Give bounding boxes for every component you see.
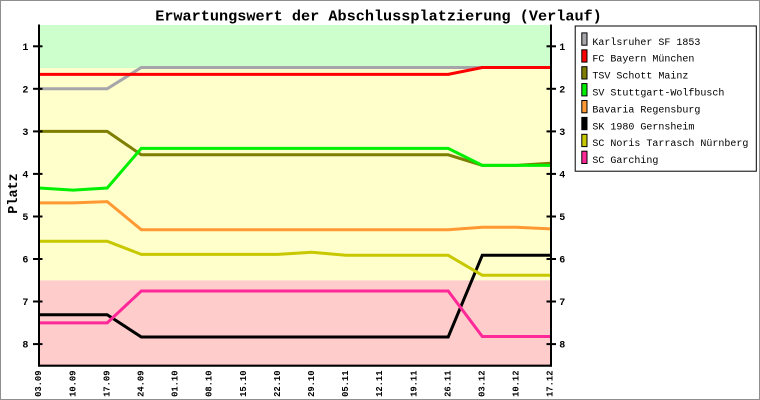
svg-text:4: 4 [22,171,28,182]
svg-text:29.10: 29.10 [307,371,317,397]
svg-text:4: 4 [559,171,565,182]
svg-text:Platz: Platz [7,173,22,214]
svg-text:22.10: 22.10 [273,371,283,397]
svg-text:10.09: 10.09 [68,371,78,397]
svg-text:05.11: 05.11 [341,371,351,397]
svg-text:SC Noris Tarrasch Nürnberg: SC Noris Tarrasch Nürnberg [592,138,748,150]
svg-text:17.12: 17.12 [546,371,556,397]
svg-text:17.09: 17.09 [102,371,112,397]
svg-text:5: 5 [559,213,565,224]
svg-text:12.11: 12.11 [375,371,385,397]
svg-text:26.11: 26.11 [443,371,453,397]
svg-text:19.11: 19.11 [409,371,419,397]
svg-text:1: 1 [559,43,565,54]
svg-text:24.09: 24.09 [137,371,147,397]
svg-text:7: 7 [559,298,565,309]
svg-text:Karlsruher SF 1853: Karlsruher SF 1853 [592,37,700,49]
svg-text:2: 2 [559,85,565,96]
svg-text:5: 5 [22,213,28,224]
svg-text:01.10: 01.10 [171,371,181,397]
svg-text:10.12: 10.12 [512,371,522,397]
svg-text:15.10: 15.10 [239,371,249,397]
svg-text:Erwartungswert der Abschlusspl: Erwartungswert der Abschlussplatzierung … [155,8,602,26]
svg-text:3: 3 [22,128,28,139]
svg-text:6: 6 [559,256,565,267]
svg-text:Bavaria Regensburg: Bavaria Regensburg [592,104,700,116]
svg-text:03.12: 03.12 [478,371,488,397]
svg-text:TSV Schott Mainz: TSV Schott Mainz [592,71,688,83]
svg-text:8: 8 [22,341,28,352]
svg-text:8: 8 [559,341,565,352]
svg-text:1: 1 [22,43,28,54]
svg-text:SC Garching: SC Garching [592,155,658,167]
svg-text:6: 6 [22,256,28,267]
svg-text:2: 2 [22,85,28,96]
svg-text:FC Bayern München: FC Bayern München [592,54,694,66]
svg-text:3: 3 [559,128,565,139]
svg-text:SK 1980 Gernsheim: SK 1980 Gernsheim [592,121,694,133]
svg-text:7: 7 [22,298,28,309]
svg-text:03.09: 03.09 [34,371,44,397]
svg-text:08.10: 08.10 [205,371,215,397]
svg-text:SV Stuttgart-Wolfbusch: SV Stuttgart-Wolfbusch [592,88,724,100]
